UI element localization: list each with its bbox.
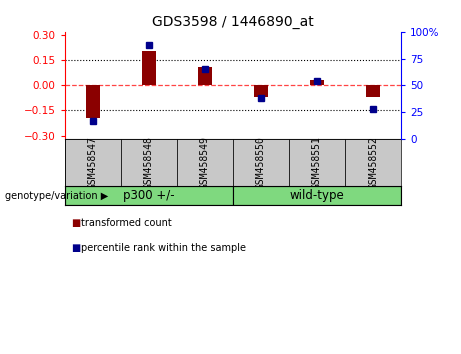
- Title: GDS3598 / 1446890_at: GDS3598 / 1446890_at: [152, 16, 313, 29]
- Text: p300 +/-: p300 +/-: [123, 189, 174, 202]
- Bar: [310, 80, 324, 85]
- Bar: [86, 85, 100, 118]
- Text: transformed count: transformed count: [81, 218, 171, 228]
- Text: GSM458551: GSM458551: [312, 136, 322, 189]
- Text: GSM458550: GSM458550: [256, 136, 266, 189]
- Text: GSM458547: GSM458547: [88, 136, 98, 189]
- Bar: [142, 51, 156, 85]
- Bar: [289, 139, 345, 186]
- Text: ■: ■: [71, 243, 81, 253]
- Text: GSM458548: GSM458548: [144, 136, 154, 189]
- Bar: [121, 139, 177, 186]
- Bar: [366, 85, 380, 97]
- Bar: [233, 186, 401, 205]
- Bar: [345, 139, 401, 186]
- Bar: [65, 139, 121, 186]
- Bar: [65, 186, 233, 205]
- Bar: [254, 85, 268, 97]
- Text: genotype/variation ▶: genotype/variation ▶: [5, 191, 108, 201]
- Text: wild-type: wild-type: [290, 189, 344, 202]
- Bar: [233, 139, 289, 186]
- Text: ■: ■: [71, 218, 81, 228]
- Bar: [198, 67, 212, 85]
- Bar: [177, 139, 233, 186]
- Text: percentile rank within the sample: percentile rank within the sample: [81, 243, 246, 253]
- Text: GSM458552: GSM458552: [368, 136, 378, 189]
- Text: GSM458549: GSM458549: [200, 136, 210, 189]
